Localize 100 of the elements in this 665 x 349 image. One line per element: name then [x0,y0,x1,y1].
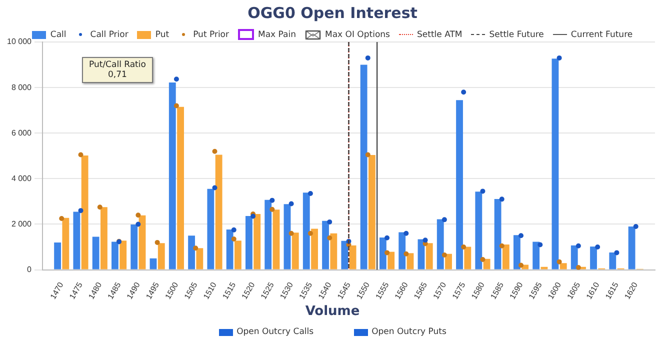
point [327,235,332,240]
bar [272,210,280,270]
point [480,257,486,262]
bar [540,266,548,270]
point [404,230,409,236]
bar [360,64,368,270]
bar [445,254,452,270]
annotation: Put/Call Ratio 0,71 [82,57,153,83]
point [556,55,562,60]
bar [330,233,338,270]
point [288,230,294,236]
bar [552,58,559,270]
point [365,152,370,158]
bar [92,236,100,270]
point [614,250,620,256]
point [576,243,581,248]
y-tick-label: 10 000 [7,37,32,46]
bar [590,246,597,270]
bar [379,237,386,270]
y-tick-label: 0 [27,264,32,274]
bar [628,226,636,270]
text: Volume [304,304,361,319]
point [250,214,256,219]
bar [158,243,165,270]
legend-label: Current Future [570,30,633,40]
text: Open Outcry Puts [372,327,446,337]
point [308,230,313,236]
bar [609,252,616,270]
bar [284,204,291,270]
point [78,208,84,214]
point [59,216,64,222]
point [193,246,198,251]
point [384,250,390,256]
bar [226,229,234,270]
point [288,201,294,206]
point [518,233,524,238]
bar [120,240,127,270]
point [576,265,581,270]
bar [112,242,118,270]
point [154,240,160,245]
legend-label: Put Prior [193,30,230,40]
bar [215,154,222,270]
point [442,217,447,222]
point [556,259,562,264]
bar [368,154,376,270]
bar [54,242,61,270]
point [480,188,486,194]
point [270,198,275,203]
bar [234,240,242,270]
bar [292,232,299,270]
bar [302,192,310,270]
bar [130,224,138,270]
y-tick-label: 8 000 [11,82,32,92]
point [308,190,313,196]
point [499,243,504,248]
point [518,262,524,268]
text: Max OI Options [325,30,390,40]
bar [464,246,472,270]
bar [560,263,567,270]
bar [398,232,406,270]
bar [81,155,88,270]
bar [418,239,425,270]
bar [502,244,510,270]
y-tick-label: 4 000 [11,174,32,183]
bar [311,228,318,270]
bar [494,198,502,270]
bar [196,248,204,270]
bar [264,200,272,270]
legend-label: Call Prior [90,30,128,40]
bar [388,252,395,270]
point [212,148,218,154]
bar [426,243,433,270]
point [78,152,84,158]
legend-label: Call [50,30,66,40]
bar [177,106,184,270]
text: Max Pain [258,30,296,40]
point [499,196,504,202]
point [422,238,428,243]
point [442,252,447,258]
y-tick-label: 6 000 [11,128,32,138]
bar [570,245,578,270]
point [174,76,179,82]
point [136,222,141,227]
bar [322,220,329,270]
bar [483,258,490,270]
point [538,242,543,248]
y-tick-label: 2 000 [11,219,32,228]
text: Open Outcry Calls [236,327,314,337]
bar [246,216,252,270]
point [231,236,236,242]
bar [406,253,414,270]
point [404,251,409,256]
point [212,185,218,190]
bar [138,215,146,270]
bar [73,212,80,270]
legend-label: Settle ATM [416,30,462,40]
bar [456,100,463,270]
chart-title: OGG0 Open Interest [246,4,418,22]
point [595,244,600,250]
point [461,90,466,95]
